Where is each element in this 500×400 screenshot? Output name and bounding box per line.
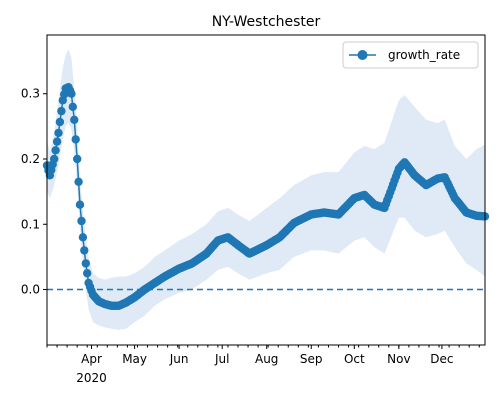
x-tick-label: Oct xyxy=(344,352,365,366)
x-tick-label: Aug xyxy=(255,352,278,366)
data-point xyxy=(54,128,63,138)
legend-marker xyxy=(357,50,368,60)
data-point xyxy=(83,269,92,278)
y-tick-label: 0.3 xyxy=(21,87,40,101)
legend-label: growth_rate xyxy=(388,48,460,62)
data-point xyxy=(75,200,85,209)
data-point xyxy=(81,259,91,268)
plot-frame xyxy=(46,34,486,346)
legend-box xyxy=(342,41,479,69)
confidence-band xyxy=(47,49,485,331)
x-year-label: 2020 xyxy=(76,371,107,385)
data-point xyxy=(57,106,66,116)
data-point xyxy=(77,216,86,226)
chart-title: NY-Westchester xyxy=(212,14,321,30)
legend: growth_rate xyxy=(342,41,479,69)
x-tick-label: Jun xyxy=(169,352,189,366)
data-point xyxy=(70,115,79,125)
x-tick-label: Dec xyxy=(430,352,453,366)
data-point xyxy=(73,154,82,164)
data-point xyxy=(74,177,83,186)
x-tick-label: May xyxy=(122,352,147,366)
data-point xyxy=(71,135,80,144)
data-point xyxy=(68,102,78,112)
data-point xyxy=(80,246,89,255)
data-point xyxy=(51,146,60,155)
axis-ticks: 0.0 0.1 0.2 0.3 Apr May Jun Jul Aug Sep Oct Nov Dec 2… xyxy=(21,87,480,385)
data-point xyxy=(52,137,62,146)
data-point xyxy=(78,233,88,242)
x-tick-label: Apr xyxy=(81,352,102,366)
y-tick-label: 0.2 xyxy=(21,152,40,166)
data-point xyxy=(67,89,76,98)
x-tick-label: Sep xyxy=(300,352,323,366)
x-tick-label: Nov xyxy=(387,352,410,366)
x-tick-label: Jul xyxy=(214,352,229,366)
y-tick-label: 0.1 xyxy=(21,217,40,231)
data-point xyxy=(50,154,59,164)
plot-area xyxy=(42,49,490,331)
y-tick-label: 0.0 xyxy=(21,283,40,297)
data-point xyxy=(55,117,65,127)
